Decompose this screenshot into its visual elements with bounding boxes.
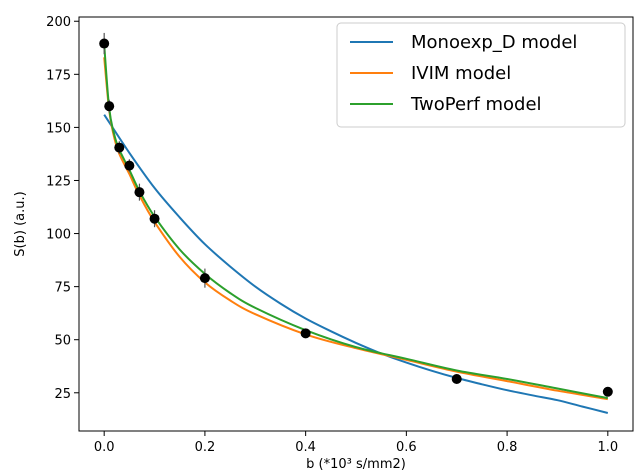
- legend: Monoexp_D model IVIM model TwoPerf model: [336, 22, 626, 128]
- data-point: [134, 187, 145, 198]
- data-point: [124, 160, 135, 171]
- legend-box: [336, 22, 626, 128]
- x-tick-label: 0.4: [295, 440, 316, 455]
- legend-label-ivim-model: IVIM model: [411, 63, 511, 84]
- y-tick-label: 150: [46, 121, 71, 136]
- y-tick-label: 200: [46, 15, 71, 30]
- x-axis: 0.0 0.2 0.4 0.6 0.8 1.0: [94, 431, 618, 455]
- plot-frame: [78, 16, 634, 432]
- x-axis-label: b (*10³ s/mm2): [306, 457, 406, 472]
- x-tick-label: 0.2: [195, 440, 216, 455]
- data-point: [149, 213, 160, 224]
- x-tick-label: 0.6: [396, 440, 417, 455]
- data-point: [199, 273, 210, 284]
- data-points: [99, 38, 613, 397]
- data-point: [104, 101, 115, 112]
- x-tick-label: 0.8: [497, 440, 518, 455]
- y-axis: 25 50 75 100 125 150 175 200: [46, 15, 79, 402]
- data-point: [99, 38, 110, 49]
- y-tick-label: 50: [54, 334, 71, 349]
- data-point: [602, 386, 613, 397]
- y-axis-label: S(b) (a.u.): [13, 191, 28, 256]
- y-tick-label: 75: [54, 281, 71, 296]
- series-line-monoexp-d-model: [103, 114, 609, 414]
- data-point: [300, 328, 311, 339]
- legend-label-twoperf-model: TwoPerf model: [410, 94, 542, 115]
- y-tick-label: 175: [46, 68, 71, 83]
- y-tick-label: 100: [46, 228, 71, 243]
- x-tick-label: 0.0: [94, 440, 115, 455]
- y-tick-label: 25: [54, 387, 71, 402]
- x-tick-label: 1.0: [597, 440, 618, 455]
- data-point: [451, 373, 462, 384]
- y-tick-label: 125: [46, 174, 71, 189]
- data-point: [114, 142, 125, 153]
- legend-label-monoexp-d-model: Monoexp_D model: [411, 32, 577, 53]
